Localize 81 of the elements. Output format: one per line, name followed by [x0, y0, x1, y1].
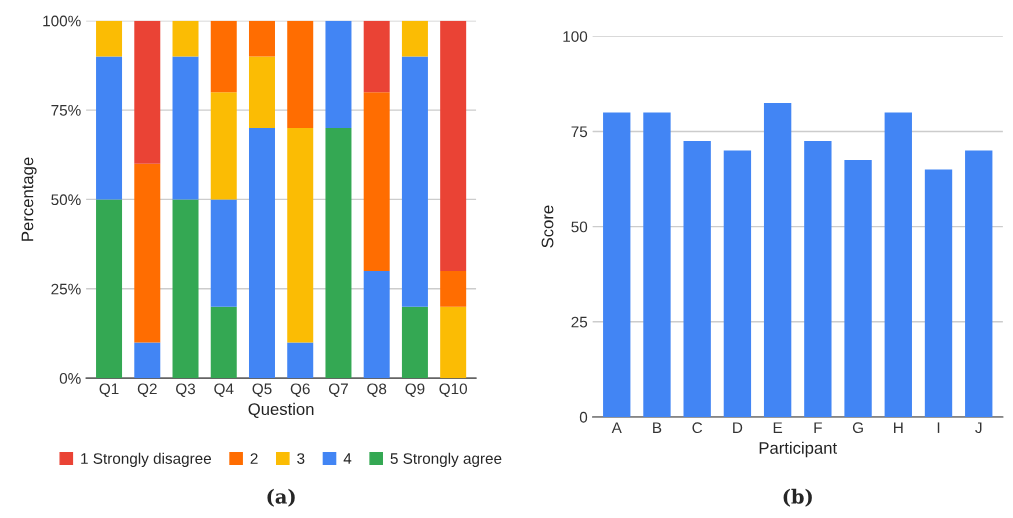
- y-axis-title: Score: [541, 205, 554, 248]
- x-tick-label: Q5: [252, 383, 272, 397]
- x-tick-label: Q10: [439, 383, 468, 397]
- y-tick-label: 50%: [51, 194, 81, 206]
- x-tick-label: Q2: [137, 383, 157, 397]
- x-tick-label: H: [894, 422, 903, 433]
- bar: [603, 112, 631, 417]
- legend-label: 3: [297, 453, 305, 464]
- y-tick-label: 75%: [51, 105, 81, 116]
- bar: [134, 20, 161, 164]
- bar: [248, 20, 275, 57]
- bar: [440, 270, 467, 307]
- bar: [287, 342, 314, 379]
- bar: [924, 169, 953, 417]
- x-axis-title: Question: [248, 402, 314, 419]
- bar: [965, 150, 993, 417]
- legend-label: 4: [343, 453, 352, 464]
- y-tick-label: 100: [563, 31, 588, 42]
- y-tick-label: 25: [571, 316, 588, 328]
- bar: [723, 150, 752, 417]
- y-tick-label: 50: [571, 221, 588, 233]
- bar: [210, 92, 237, 200]
- bar: [401, 20, 428, 57]
- bar: [884, 112, 912, 417]
- x-tick-label: A: [611, 422, 622, 433]
- x-tick-label: D: [733, 422, 743, 433]
- x-tick-label: G: [852, 422, 863, 434]
- x-tick-label: I: [937, 422, 940, 433]
- text: (b): [783, 488, 812, 507]
- x-tick-label: F: [814, 422, 822, 433]
- bar: [683, 140, 711, 417]
- bar: [287, 127, 314, 343]
- y-tick-label: 75: [571, 126, 588, 138]
- x-tick-label: J: [975, 422, 982, 434]
- bar: [96, 20, 123, 57]
- x-tick-label: E: [773, 422, 783, 433]
- bar: [440, 306, 467, 379]
- bar: [96, 199, 123, 379]
- x-axis-title: Participant: [759, 441, 837, 458]
- legend-label: 2: [250, 453, 258, 464]
- x-tick-label: Q1: [99, 383, 119, 397]
- y-tick-label: 25%: [51, 283, 81, 295]
- bar: [804, 140, 832, 417]
- x-tick-label: Q9: [405, 383, 425, 397]
- x-tick-label: Q6: [290, 383, 310, 397]
- bar: [363, 92, 390, 271]
- bar: [363, 270, 390, 379]
- y-tick-label: 0%: [59, 373, 81, 384]
- y-tick-label: 100%: [43, 15, 81, 27]
- bar: [210, 306, 237, 379]
- text: (a): [267, 488, 295, 507]
- legend-label: 1 Strongly disagree: [81, 452, 211, 467]
- y-axis-title: Percentage: [21, 157, 37, 241]
- legend-label: 5 Strongly agree: [390, 452, 502, 467]
- bar: [248, 127, 275, 379]
- bar: [134, 163, 161, 343]
- bar: [844, 160, 872, 417]
- bar: [248, 56, 275, 128]
- bar: [325, 20, 352, 128]
- x-tick-label: Q7: [328, 383, 348, 397]
- bar: [763, 102, 792, 417]
- bar: [287, 20, 314, 128]
- bar: [172, 199, 199, 379]
- bar: [363, 20, 390, 93]
- bar: [134, 342, 161, 379]
- bar: [210, 20, 237, 93]
- bar: [172, 20, 199, 57]
- bar: [325, 127, 352, 379]
- bar: [401, 56, 428, 307]
- bar: [440, 20, 467, 271]
- y-tick-label: 0: [579, 411, 588, 423]
- bar: [96, 56, 123, 200]
- bar: [210, 199, 237, 307]
- x-tick-label: C: [692, 422, 703, 434]
- bar: [401, 306, 428, 379]
- x-tick-label: Q8: [367, 383, 387, 397]
- bar: [643, 112, 671, 417]
- bar: [172, 56, 199, 200]
- x-tick-label: Q4: [214, 383, 234, 397]
- x-tick-label: Q3: [176, 383, 196, 397]
- x-tick-label: B: [653, 422, 662, 433]
